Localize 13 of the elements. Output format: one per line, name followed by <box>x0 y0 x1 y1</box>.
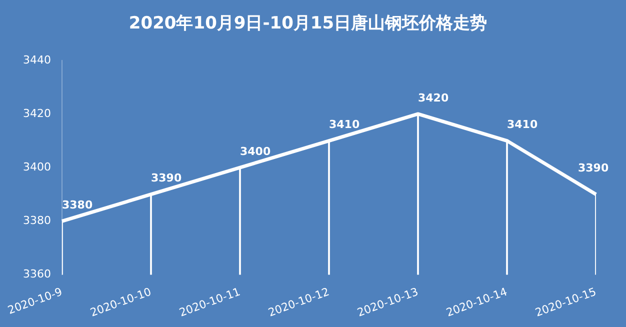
data-label: 3390 <box>578 162 609 175</box>
chart-title: 2020年10月9日-10月15日唐山钢坯价格走势 <box>128 14 488 34</box>
y-tick-label: 3420 <box>22 106 51 120</box>
data-label: 3380 <box>62 198 93 212</box>
data-label: 3420 <box>418 91 449 104</box>
y-tick-label: 3360 <box>22 268 51 281</box>
y-tick-label: 3440 <box>22 53 51 66</box>
data-label: 3410 <box>507 118 538 132</box>
data-label: 3390 <box>150 172 182 185</box>
y-tick-label: 3380 <box>22 214 51 228</box>
data-label: 3410 <box>328 118 360 132</box>
y-tick-label: 3400 <box>22 160 51 174</box>
data-label: 3400 <box>240 144 271 158</box>
